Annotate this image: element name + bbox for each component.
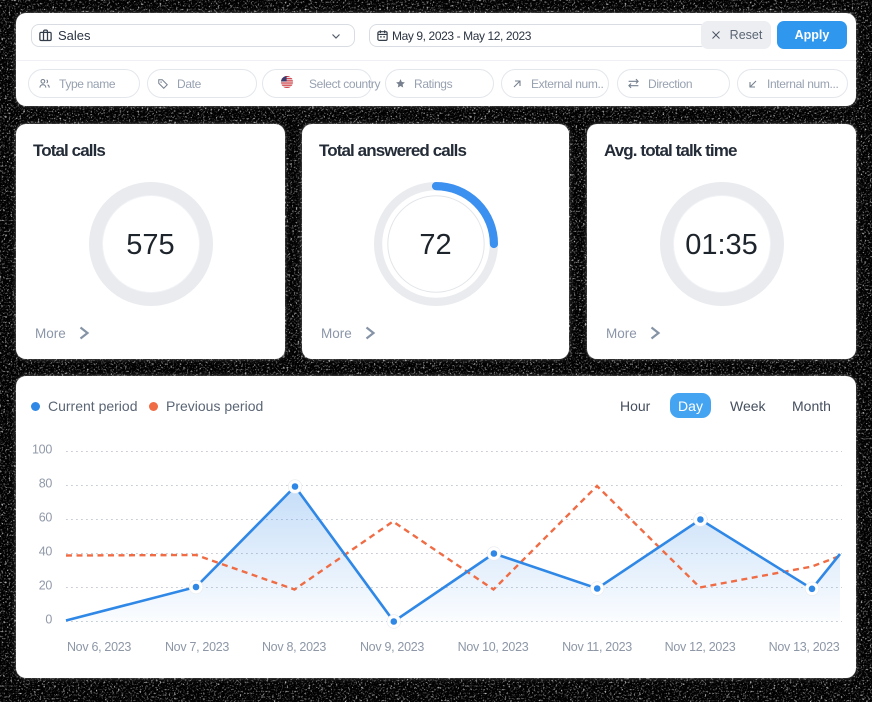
svg-text:Nov 6, 2023: Nov 6, 2023 (67, 640, 131, 654)
svg-text:Nov 11, 2023: Nov 11, 2023 (562, 640, 632, 654)
svg-text:Nov 7, 2023: Nov 7, 2023 (165, 640, 229, 654)
svg-text:Nov 13, 2023: Nov 13, 2023 (769, 640, 840, 654)
svg-text:20: 20 (39, 579, 53, 593)
svg-text:100: 100 (32, 443, 52, 457)
svg-text:Nov 10, 2023: Nov 10, 2023 (458, 640, 529, 654)
svg-text:0: 0 (45, 613, 52, 627)
svg-text:Nov 12, 2023: Nov 12, 2023 (665, 640, 736, 654)
svg-text:60: 60 (39, 511, 53, 525)
svg-text:Nov 8, 2023: Nov 8, 2023 (262, 640, 326, 654)
svg-text:40: 40 (39, 545, 53, 559)
svg-text:Nov 9, 2023: Nov 9, 2023 (360, 640, 424, 654)
svg-text:80: 80 (39, 477, 53, 491)
